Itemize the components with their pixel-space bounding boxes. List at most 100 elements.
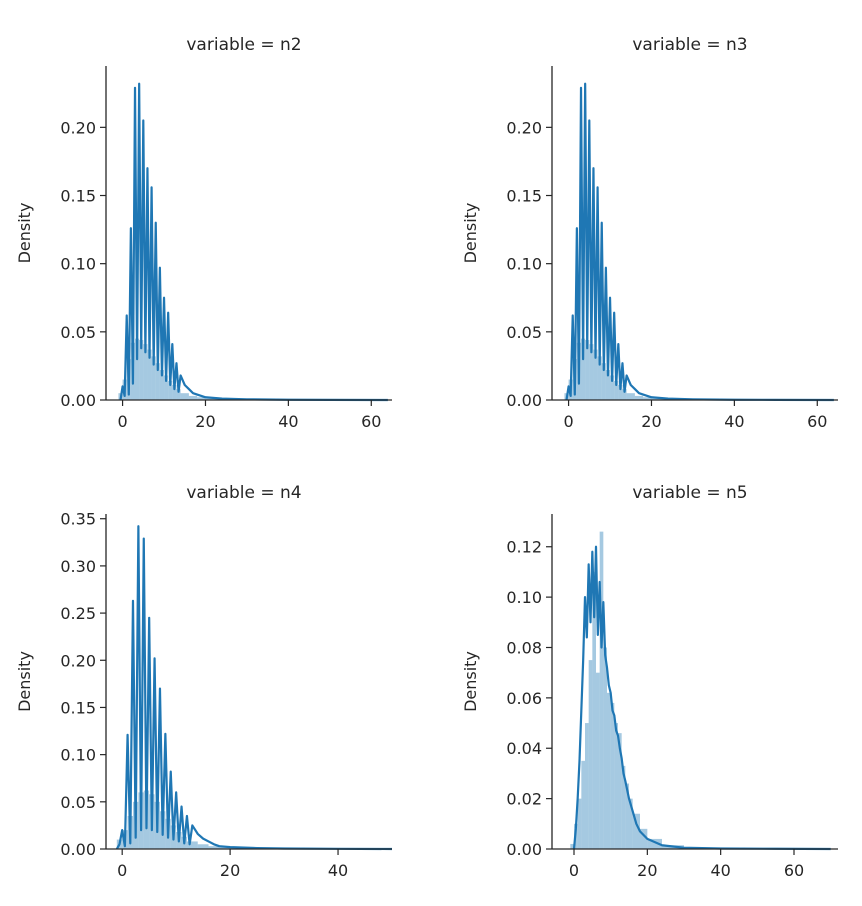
y-tick-label: 0.20	[506, 118, 542, 137]
histogram-bar	[593, 349, 598, 400]
y-tick-label: 0.35	[60, 510, 96, 529]
histogram-bar	[626, 393, 635, 400]
x-tick-label: 0	[117, 861, 127, 880]
histogram-bar	[647, 838, 662, 849]
facet-title: variable = n2	[186, 35, 301, 55]
y-tick-label: 0.15	[60, 698, 96, 717]
histogram-bar	[168, 380, 173, 400]
histogram-bar	[605, 370, 611, 400]
y-tick-label: 0.10	[60, 746, 96, 765]
y-tick-label: 0.10	[506, 588, 542, 607]
histogram-bar	[155, 363, 160, 400]
x-tick-label: 40	[724, 412, 744, 431]
x-tick-label: 20	[195, 412, 215, 431]
histogram-bar	[643, 397, 652, 400]
histogram-bar	[188, 395, 198, 400]
histogram-bar	[139, 340, 144, 400]
histogram-bar	[625, 783, 629, 849]
histogram-bar	[151, 356, 156, 400]
histogram-bar	[172, 385, 177, 400]
y-tick-label: 0.08	[506, 638, 542, 657]
histogram-bar	[610, 375, 615, 400]
y-axis-label: Density	[15, 651, 34, 712]
histogram-bar	[629, 798, 633, 849]
histogram-bar	[147, 349, 152, 400]
y-tick-label: 0.04	[506, 739, 542, 758]
y-tick-label: 0.20	[60, 118, 96, 137]
y-tick-label: 0.00	[60, 840, 96, 859]
x-tick-label: 20	[637, 861, 657, 880]
histogram-bar	[176, 389, 181, 400]
facet-panel-variable-n2: 0.00 0.05 0.10 0.15 0.20 0 20 40 60 variable = n2…	[15, 35, 392, 431]
y-tick-label: 0.00	[60, 391, 96, 410]
kde-line	[572, 545, 831, 851]
y-tick-label: 0.12	[506, 538, 542, 557]
kde-line	[565, 82, 834, 402]
y-tick-label: 0.02	[506, 790, 542, 809]
histogram-bar	[164, 375, 169, 400]
histogram-bar	[135, 338, 140, 400]
histogram-bar	[589, 344, 594, 400]
facet-title: variable = n5	[632, 483, 747, 503]
histogram-bar	[601, 363, 606, 400]
histogram-bar	[614, 723, 618, 849]
y-tick-label: 0.05	[506, 323, 542, 342]
facet-panel-variable-n4: 0.00 0.05 0.10 0.15 0.20 0.25 0.30 0.35 0 20 40 var…	[15, 483, 393, 880]
facet-title: variable = n3	[632, 35, 747, 55]
y-tick-label: 0.06	[506, 689, 542, 708]
kde-line	[119, 82, 388, 402]
histogram-bar	[632, 813, 640, 849]
histogram-bar	[614, 380, 619, 400]
histogram-bar	[570, 843, 574, 849]
histogram-bar	[143, 344, 148, 400]
y-tick-label: 0.30	[60, 557, 96, 576]
y-axis-label: Density	[461, 203, 480, 264]
y-tick-label: 0.20	[60, 651, 96, 670]
histogram-bar	[585, 723, 589, 849]
histogram-bar	[588, 660, 593, 849]
histogram-bar	[581, 760, 585, 849]
histogram-bar	[634, 395, 644, 400]
histogram-bar	[197, 844, 209, 849]
histogram-bar	[599, 531, 604, 849]
histogram-bar	[596, 672, 600, 849]
x-tick-label: 20	[220, 861, 240, 880]
y-tick-label: 0.15	[506, 187, 542, 206]
histogram-bar	[618, 385, 623, 400]
histogram-bar	[159, 370, 165, 400]
histogram-bar	[180, 393, 189, 400]
histogram-bar	[585, 340, 590, 400]
x-tick-label: 40	[328, 861, 348, 880]
histogram-bar	[610, 702, 615, 849]
facet-title: variable = n4	[186, 483, 301, 503]
y-tick-label: 0.00	[506, 840, 542, 859]
histogram-bar	[651, 398, 669, 400]
histogram-bar	[607, 692, 611, 849]
x-tick-label: 0	[569, 861, 579, 880]
y-axis-label: Density	[15, 203, 34, 264]
facet-panel-variable-n3: 0.00 0.05 0.10 0.15 0.20 0 20 40 60 variable = n3…	[461, 35, 838, 431]
x-tick-label: 0	[117, 412, 127, 431]
histogram-bar	[621, 765, 626, 849]
y-tick-label: 0.00	[506, 391, 542, 410]
histogram-bar	[622, 389, 627, 400]
histogram-bar	[592, 571, 596, 849]
y-tick-label: 0.10	[60, 255, 96, 274]
y-tick-label: 0.05	[60, 793, 96, 812]
kde-line	[115, 525, 393, 851]
x-tick-label: 40	[278, 412, 298, 431]
histogram-bar	[577, 798, 582, 849]
x-tick-label: 60	[807, 412, 827, 431]
x-tick-label: 40	[710, 861, 730, 880]
x-tick-label: 20	[641, 412, 661, 431]
histogram-bar	[618, 733, 622, 849]
y-tick-label: 0.25	[60, 604, 96, 623]
histogram-bar	[197, 397, 206, 400]
histogram-bar	[186, 841, 198, 849]
histogram-bar	[205, 398, 223, 400]
y-tick-label: 0.10	[506, 255, 542, 274]
x-tick-label: 60	[361, 412, 381, 431]
histogram-bar	[597, 356, 602, 400]
histogram-bar	[640, 828, 648, 849]
